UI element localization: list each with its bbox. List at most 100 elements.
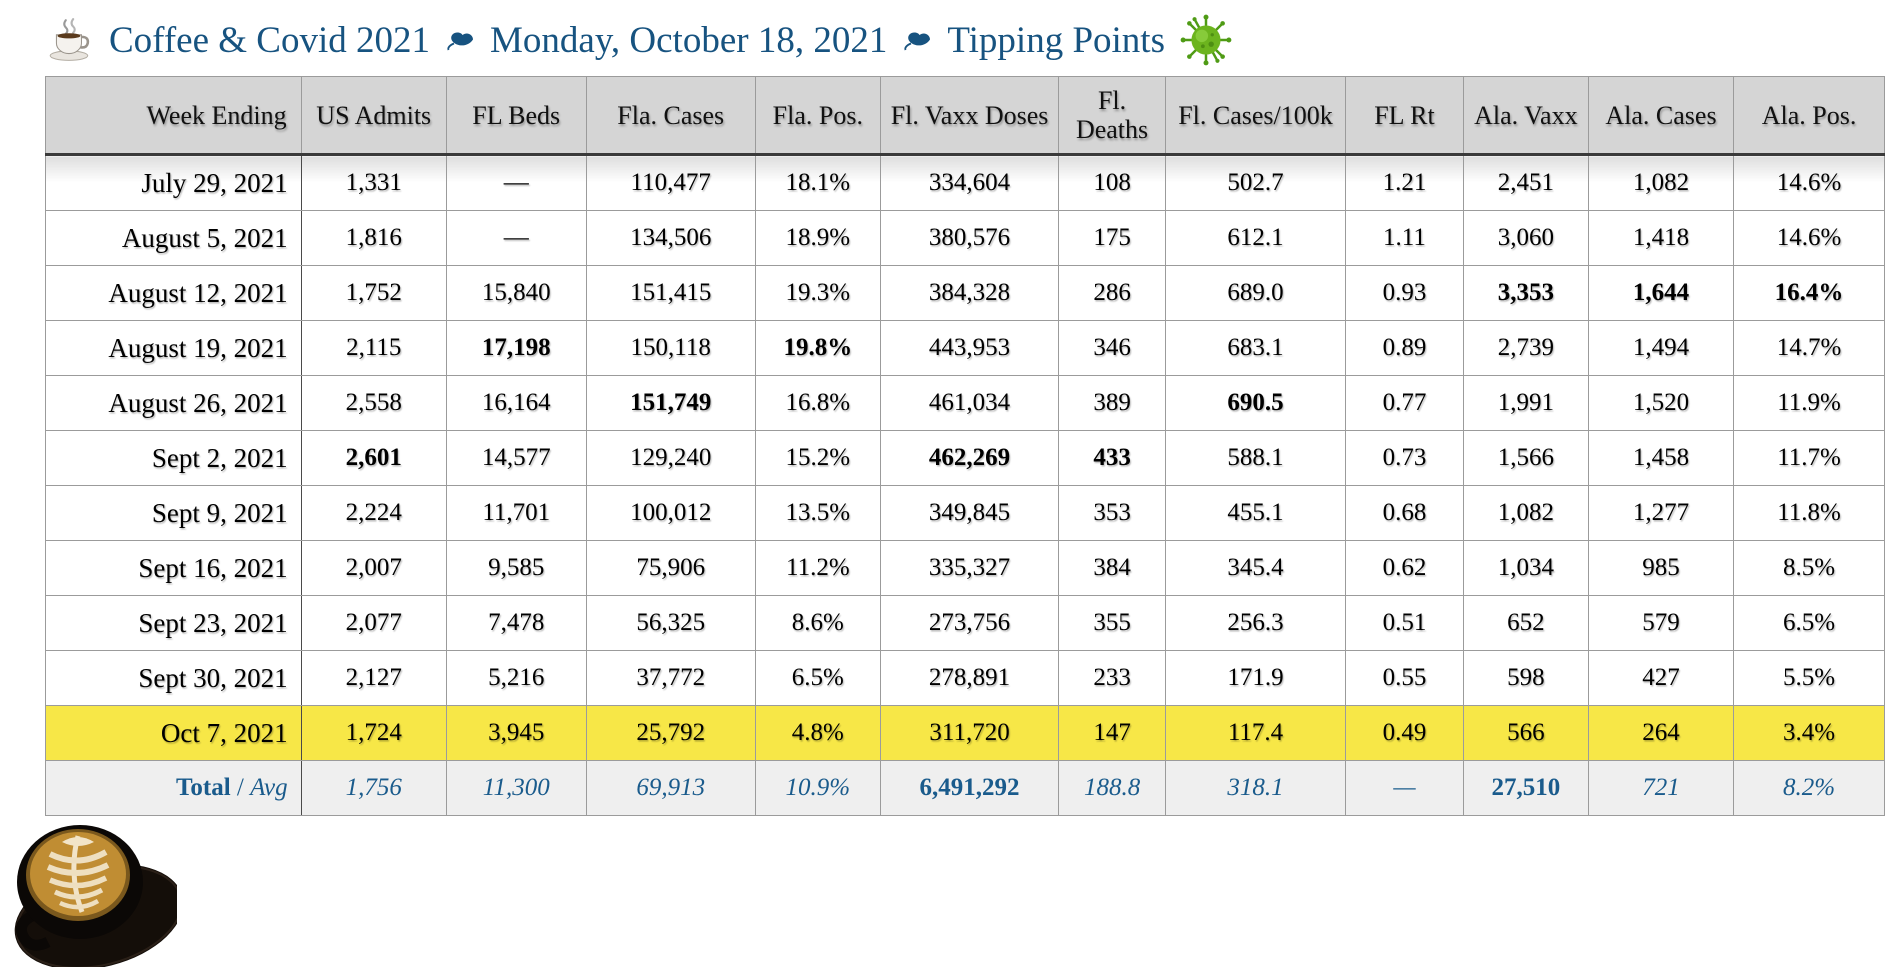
table-cell: 134,506 bbox=[585, 210, 756, 267]
week-ending-cell: Sept 2, 2021 bbox=[45, 430, 302, 487]
total-cell: 27,510 bbox=[1462, 760, 1589, 817]
table-cell: 0.68 bbox=[1345, 485, 1464, 542]
table-cell: 1,752 bbox=[300, 265, 447, 322]
table-cell: 1,644 bbox=[1587, 265, 1735, 322]
table-cell: 264 bbox=[1587, 705, 1735, 762]
table-cell: 8.6% bbox=[754, 595, 881, 652]
table-cell: 16,164 bbox=[445, 375, 587, 432]
table-row: July 29, 2021 1,331—110,477 18.1% 334,604 10… bbox=[45, 154, 1885, 212]
table-cell: 985 bbox=[1587, 540, 1735, 597]
table-cell: 16.4% bbox=[1733, 265, 1885, 322]
table-cell: 19.3% bbox=[754, 265, 881, 322]
table-cell: 588.1 bbox=[1164, 430, 1347, 487]
table-cell: 6.5% bbox=[1733, 595, 1885, 652]
table-cell: 690.5 bbox=[1164, 375, 1347, 432]
table-row: August 19, 2021 2,115 17,198 150,118 19.8% 44… bbox=[45, 320, 1885, 377]
table-cell: 6.5% bbox=[754, 650, 881, 707]
table-cell: 15,840 bbox=[445, 265, 587, 322]
total-label-cell: Total / Avg bbox=[45, 760, 302, 817]
table-cell: 683.1 bbox=[1164, 320, 1347, 377]
column-header: Fl. Cases/100k bbox=[1164, 75, 1347, 157]
table-cell: 349,845 bbox=[879, 485, 1060, 542]
total-cell: 11,300 bbox=[445, 760, 587, 817]
table-cell: 7,478 bbox=[445, 595, 587, 652]
column-header: Ala. Cases bbox=[1587, 75, 1735, 157]
table-cell: 502.7 bbox=[1164, 154, 1347, 212]
table-cell: 566 bbox=[1462, 705, 1589, 762]
table-cell: 14,577 bbox=[445, 430, 587, 487]
table-cell: 652 bbox=[1462, 595, 1589, 652]
column-header: FL Rt bbox=[1345, 75, 1464, 157]
fleuron-leaf-icon bbox=[902, 30, 932, 51]
title-app: Coffee & Covid 2021 bbox=[109, 19, 430, 61]
table-cell: 433 bbox=[1058, 430, 1166, 487]
week-ending-cell: July 29, 2021 bbox=[45, 154, 302, 212]
table-cell: 171.9 bbox=[1164, 650, 1347, 707]
table-cell: 151,415 bbox=[585, 265, 756, 322]
table-cell: 689.0 bbox=[1164, 265, 1347, 322]
table-cell: 3,353 bbox=[1462, 265, 1589, 322]
table-cell: 1,520 bbox=[1587, 375, 1735, 432]
table-cell: 1.11 bbox=[1345, 210, 1464, 267]
table-cell: 579 bbox=[1587, 595, 1735, 652]
table-cell: 1,724 bbox=[300, 705, 447, 762]
week-ending-cell: Sept 23, 2021 bbox=[45, 595, 302, 652]
table-cell: 1,458 bbox=[1587, 430, 1735, 487]
table-row: Sept 30, 2021 2,127 5,216 37,772 6.5% 278,891… bbox=[45, 650, 1885, 707]
table-cell: 25,792 bbox=[585, 705, 756, 762]
table-cell: 0.77 bbox=[1345, 375, 1464, 432]
table-cell: 1,034 bbox=[1462, 540, 1589, 597]
table-cell: 56,325 bbox=[585, 595, 756, 652]
week-ending-cell: Sept 16, 2021 bbox=[45, 540, 302, 597]
table-cell: 256.3 bbox=[1164, 595, 1347, 652]
table-cell: 18.1% bbox=[754, 154, 881, 212]
table-cell: 443,953 bbox=[879, 320, 1060, 377]
table-cell: 11.2% bbox=[754, 540, 881, 597]
table-cell: 1,277 bbox=[1587, 485, 1735, 542]
table-cell: 100,012 bbox=[585, 485, 756, 542]
table-cell: 353 bbox=[1058, 485, 1166, 542]
column-header: Fla. Cases bbox=[585, 75, 756, 157]
highlighted-row: Oct 7, 2021 1,724 3,945 25,792 4.8% 311,720 14… bbox=[45, 705, 1885, 762]
total-cell: 8.2% bbox=[1733, 760, 1885, 817]
table-cell: 2,224 bbox=[300, 485, 447, 542]
table-cell: 0.49 bbox=[1345, 705, 1464, 762]
table-cell: 129,240 bbox=[585, 430, 756, 487]
table-row: Sept 16, 2021 2,007 9,585 75,906 11.2% 335,32… bbox=[45, 540, 1885, 597]
table-cell: 14.6% bbox=[1733, 210, 1885, 267]
table-cell: — bbox=[445, 210, 587, 267]
table-cell: 3,945 bbox=[445, 705, 587, 762]
table-cell: 311,720 bbox=[879, 705, 1060, 762]
table-cell: 13.5% bbox=[754, 485, 881, 542]
table-cell: 2,558 bbox=[300, 375, 447, 432]
table-cell: 345.4 bbox=[1164, 540, 1347, 597]
table-cell: 455.1 bbox=[1164, 485, 1347, 542]
table-cell: 273,756 bbox=[879, 595, 1060, 652]
column-header: US Admits bbox=[300, 75, 447, 157]
week-ending-cell: Oct 7, 2021 bbox=[45, 705, 302, 762]
week-ending-cell: August 26, 2021 bbox=[45, 375, 302, 432]
table-cell: 11.9% bbox=[1733, 375, 1885, 432]
table-cell: 335,327 bbox=[879, 540, 1060, 597]
column-header: Week Ending bbox=[45, 75, 302, 157]
table-cell: 1,991 bbox=[1462, 375, 1589, 432]
title-topic: Tipping Points bbox=[947, 19, 1165, 61]
total-label: Avg bbox=[250, 774, 288, 802]
table-cell: 1,082 bbox=[1587, 154, 1735, 212]
table-cell: 0.93 bbox=[1345, 265, 1464, 322]
table-cell: 5,216 bbox=[445, 650, 587, 707]
week-ending-cell: August 5, 2021 bbox=[45, 210, 302, 267]
table-cell: 1,331 bbox=[300, 154, 447, 212]
column-header: Fl. Deaths bbox=[1058, 75, 1166, 157]
table-cell: 2,007 bbox=[300, 540, 447, 597]
table-cell: 17,198 bbox=[445, 320, 587, 377]
table-cell: 346 bbox=[1058, 320, 1166, 377]
table-cell: 355 bbox=[1058, 595, 1166, 652]
table-cell: 108 bbox=[1058, 154, 1166, 212]
table-cell: 2,601 bbox=[300, 430, 447, 487]
table-cell: 0.55 bbox=[1345, 650, 1464, 707]
table-row: August 26, 2021 2,558 16,164 151,749 16.8% 46… bbox=[45, 375, 1885, 432]
column-header: Ala. Pos. bbox=[1733, 75, 1885, 157]
table-row: August 5, 2021 1,816—134,506 18.9% 380,576 1… bbox=[45, 210, 1885, 267]
table-cell: 384,328 bbox=[879, 265, 1060, 322]
